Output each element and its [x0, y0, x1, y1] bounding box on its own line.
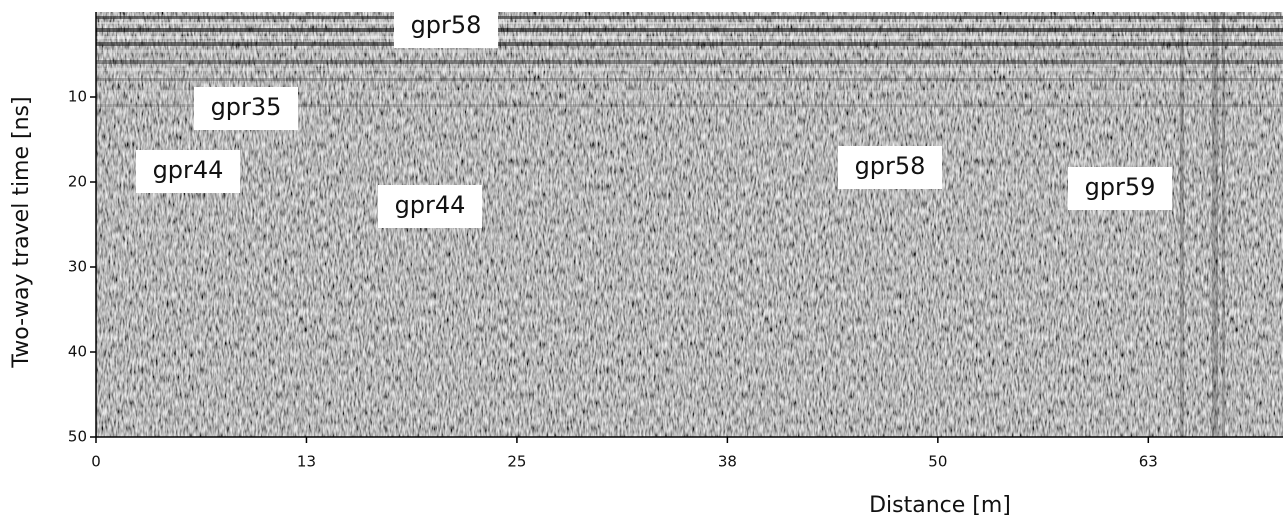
y-tick-label: 50	[68, 428, 87, 446]
band	[96, 50, 1283, 53]
trace-band	[1222, 12, 1225, 437]
annotation: gpr58	[855, 152, 926, 180]
annotation: gpr44	[395, 191, 466, 219]
x-tick-label: 13	[297, 453, 316, 471]
y-tick-label: 30	[68, 258, 87, 276]
band	[96, 28, 1283, 32]
band	[96, 42, 1283, 46]
x-tick-label: 0	[91, 453, 101, 471]
band	[96, 90, 1283, 92]
y-tick-label: 40	[68, 343, 87, 361]
annotation: gpr59	[1085, 173, 1156, 201]
band	[96, 36, 1283, 39]
annotation-box	[394, 5, 498, 48]
x-tick-label: 38	[718, 453, 737, 471]
band	[96, 22, 1283, 24]
band	[96, 78, 1283, 81]
trace-band	[1212, 12, 1218, 437]
y-tick-label: 20	[68, 173, 87, 191]
x-axis-title: Distance [m]	[869, 493, 1011, 518]
annotation-box	[1068, 167, 1172, 210]
y-tick-label: 10	[68, 88, 87, 106]
texture	[96, 12, 1283, 437]
annotation: gpr35	[211, 93, 282, 121]
annotation-box	[194, 87, 298, 130]
y-axis-title: Two-way travel time [ns]	[9, 96, 34, 368]
band	[96, 68, 1283, 71]
annotation-box	[378, 185, 482, 228]
radargram-image	[96, 12, 1283, 437]
x-tick-label: 50	[928, 453, 947, 471]
trace-band	[1180, 12, 1184, 437]
annotation-box	[136, 150, 240, 193]
x-tick-label: 63	[1139, 453, 1158, 471]
annotation: gpr44	[153, 156, 224, 184]
annotation-box	[838, 146, 942, 189]
x-tick-label: 25	[507, 453, 526, 471]
band	[96, 16, 1283, 19]
annotation: gpr58	[411, 11, 482, 39]
band	[96, 104, 1283, 107]
band	[96, 60, 1283, 64]
reflection-bands	[96, 12, 1283, 437]
